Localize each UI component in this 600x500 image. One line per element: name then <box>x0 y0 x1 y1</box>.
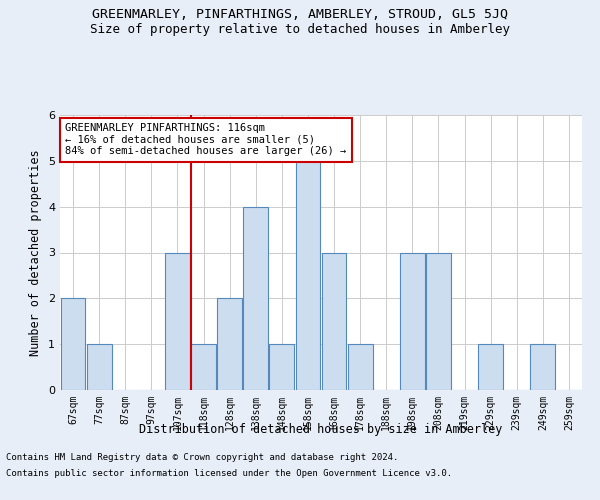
Bar <box>478 344 503 390</box>
Text: GREENMARLEY PINFARTHINGS: 116sqm
← 16% of detached houses are smaller (5)
84% of: GREENMARLEY PINFARTHINGS: 116sqm ← 16% o… <box>65 123 346 156</box>
Y-axis label: Number of detached properties: Number of detached properties <box>29 149 43 356</box>
Bar <box>530 344 555 390</box>
Text: Contains public sector information licensed under the Open Government Licence v3: Contains public sector information licen… <box>6 468 452 477</box>
Bar <box>348 344 373 390</box>
Bar <box>322 252 346 390</box>
Text: Size of property relative to detached houses in Amberley: Size of property relative to detached ho… <box>90 22 510 36</box>
Bar <box>244 206 268 390</box>
Bar <box>217 298 242 390</box>
Text: Contains HM Land Registry data © Crown copyright and database right 2024.: Contains HM Land Registry data © Crown c… <box>6 454 398 462</box>
Bar <box>400 252 425 390</box>
Bar <box>191 344 216 390</box>
Bar <box>296 161 320 390</box>
Bar <box>269 344 294 390</box>
Text: Distribution of detached houses by size in Amberley: Distribution of detached houses by size … <box>139 422 503 436</box>
Bar <box>165 252 190 390</box>
Bar <box>61 298 85 390</box>
Bar <box>426 252 451 390</box>
Text: GREENMARLEY, PINFARTHINGS, AMBERLEY, STROUD, GL5 5JQ: GREENMARLEY, PINFARTHINGS, AMBERLEY, STR… <box>92 8 508 20</box>
Bar <box>87 344 112 390</box>
